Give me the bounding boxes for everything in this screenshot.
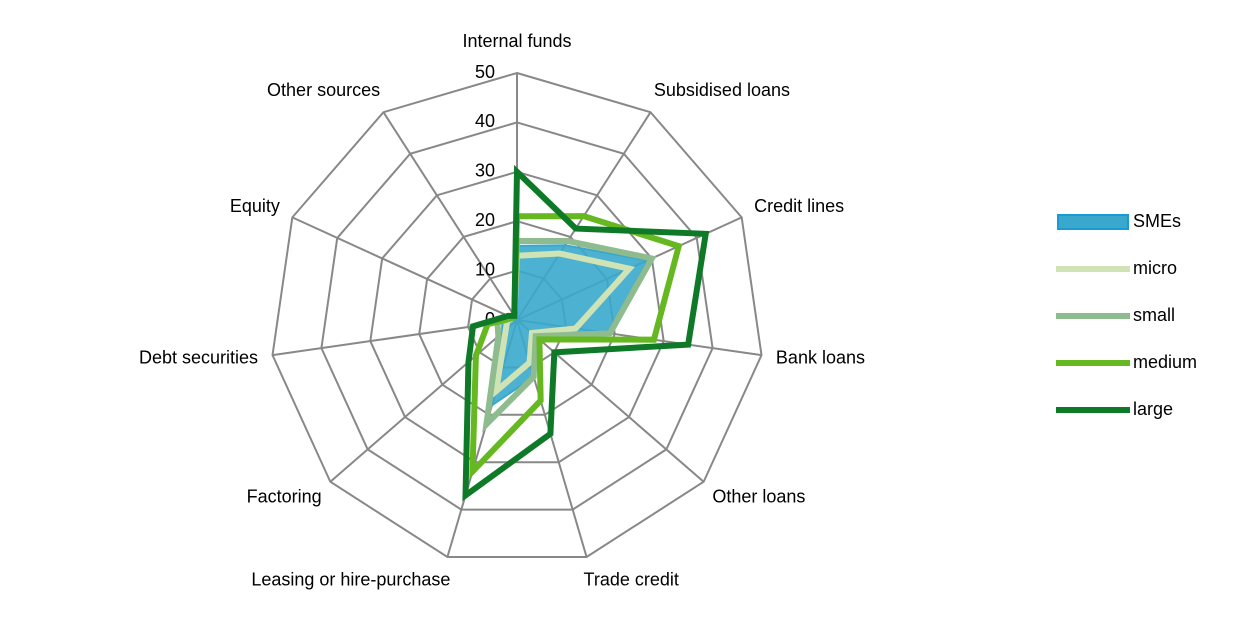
axis-label: Trade credit — [584, 569, 679, 589]
y-tick-label: 10 — [475, 259, 495, 279]
axis-label: Leasing or hire-purchase — [251, 569, 450, 589]
legend-swatch — [1057, 214, 1129, 230]
axis-label: Other sources — [267, 80, 380, 100]
y-tick-label: 50 — [475, 62, 495, 82]
axis-label: Other loans — [712, 487, 805, 507]
y-tick-label: 30 — [475, 161, 495, 181]
spoke — [516, 319, 705, 483]
legend-label: medium — [1133, 352, 1197, 372]
axis-label: Credit lines — [754, 196, 844, 216]
legend-label: large — [1133, 399, 1173, 419]
axis-label: Internal funds — [462, 31, 571, 51]
axis-label: Subsidised loans — [654, 80, 790, 100]
legend-label: micro — [1133, 258, 1177, 278]
y-tick-label: 40 — [475, 111, 495, 131]
series-line — [462, 164, 710, 502]
grid-ring — [320, 121, 714, 511]
y-tick-label: 20 — [475, 210, 495, 230]
legend-label: small — [1133, 305, 1175, 325]
axis-label: Equity — [230, 196, 280, 216]
legend-label: SMEs — [1133, 211, 1181, 231]
axis-label: Bank loans — [776, 347, 865, 367]
spoke — [382, 111, 518, 321]
axis-label: Debt securities — [139, 347, 258, 367]
axis-label: Factoring — [247, 487, 322, 507]
spoke — [291, 216, 518, 321]
grid-ring — [271, 71, 763, 558]
grid-ring — [369, 170, 665, 464]
spoke — [329, 319, 518, 483]
